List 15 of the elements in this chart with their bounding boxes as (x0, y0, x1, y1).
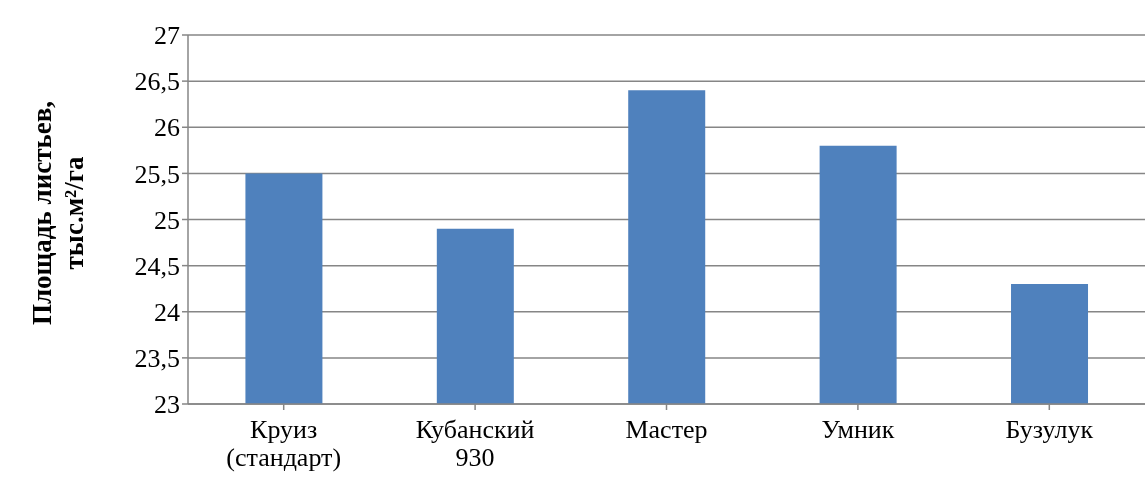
y-tick-label: 23,5 (134, 344, 180, 374)
y-tick-label: 24 (154, 297, 180, 327)
x-tick-label: Умник (821, 415, 895, 444)
y-tick-label: 25 (154, 205, 180, 235)
x-tick-label: Круиз (стандарт) (226, 415, 342, 472)
y-tick-label: 24,5 (134, 251, 180, 281)
y-tick-label: 27 (154, 21, 180, 51)
x-tick-label: Кубанский 930 (415, 415, 535, 472)
x-tick-label: Мастер (625, 415, 708, 444)
y-tick-label: 23 (154, 390, 180, 420)
x-tick-label: Бузулук (1005, 415, 1094, 444)
y-tick-label: 26,5 (134, 67, 180, 97)
y-tick-label: 25,5 (134, 159, 180, 189)
y-tick-label: 26 (154, 113, 180, 143)
y-axis-title: Площадь листьев, тыс.м²/га (26, 99, 90, 328)
